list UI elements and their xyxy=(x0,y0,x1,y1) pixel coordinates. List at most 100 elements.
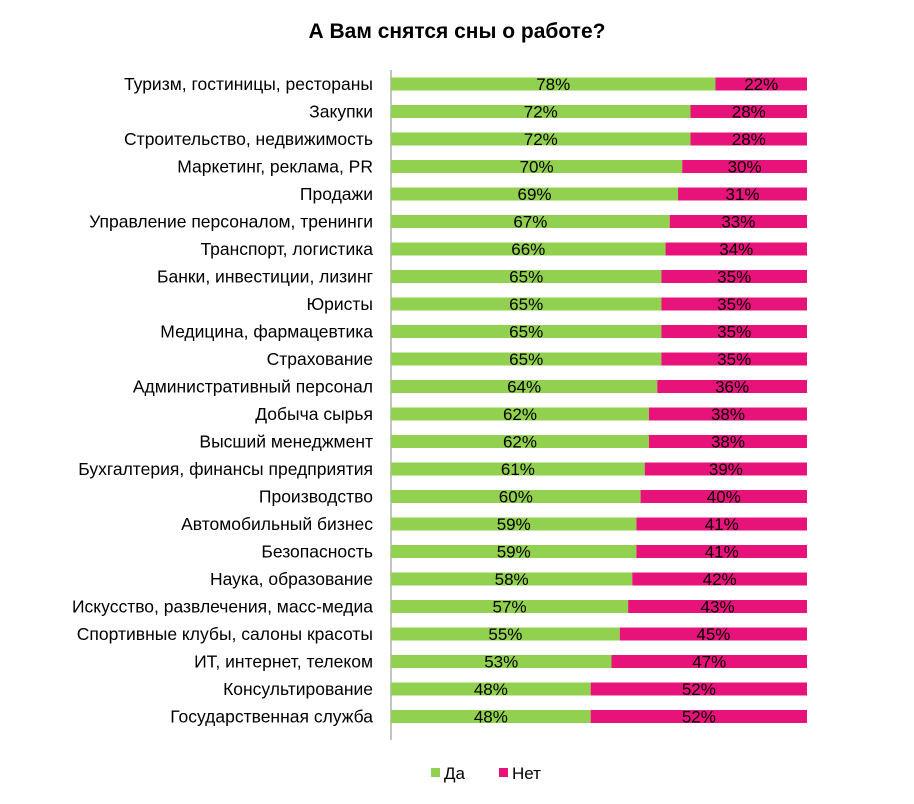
bar-segment-da xyxy=(391,242,666,256)
category-label: Банки, инвестиции, лизинг xyxy=(157,267,373,287)
legend-swatch xyxy=(431,768,440,777)
data-label: 72% xyxy=(524,103,558,122)
bar-segment-net xyxy=(661,297,807,311)
bar-segment-net xyxy=(648,435,807,448)
legend-label: Да xyxy=(444,764,466,783)
data-label: 72% xyxy=(524,130,558,149)
data-label: 28% xyxy=(732,103,766,122)
data-label: 43% xyxy=(701,598,735,617)
data-label: 30% xyxy=(728,158,762,177)
category-label: Бухгалтерия, финансы предприятия xyxy=(78,459,373,479)
category-label: Производство xyxy=(259,487,373,507)
chart-title: А Вам снятся сны о работе? xyxy=(309,20,606,43)
bar-segment-net xyxy=(669,215,807,228)
category-label: Спортивные клубы, салоны красоты xyxy=(77,624,373,644)
bar-segment-da xyxy=(391,682,591,696)
bar-segment-da xyxy=(391,710,591,723)
bar-segment-net xyxy=(665,242,807,256)
data-label: 65% xyxy=(509,350,543,369)
data-label: 22% xyxy=(744,75,778,94)
legend-swatch xyxy=(499,768,508,777)
data-label: 65% xyxy=(509,268,543,287)
category-label: Продажи xyxy=(300,184,373,204)
bar-segment-net xyxy=(690,132,807,146)
data-label: 59% xyxy=(497,543,531,562)
category-label: Административный персонал xyxy=(133,377,373,397)
category-label: Медицина, фармацевтика xyxy=(160,322,373,342)
data-label: 48% xyxy=(474,680,508,699)
data-label: 36% xyxy=(715,378,749,397)
category-label: Туризм, гостиницы, рестораны xyxy=(124,74,373,94)
bar-segment-net xyxy=(644,462,807,476)
data-label: 53% xyxy=(484,653,518,672)
data-label: 40% xyxy=(707,488,741,507)
data-label: 65% xyxy=(509,295,543,314)
category-label: Строительство, недвижимость xyxy=(124,129,373,149)
bar-segment-da xyxy=(391,462,645,476)
data-label: 52% xyxy=(682,680,716,699)
bar-segment-da xyxy=(391,627,620,641)
data-label: 47% xyxy=(692,653,726,672)
bar-segment-net xyxy=(628,600,807,613)
data-label: 64% xyxy=(507,378,541,397)
bar-segment-da xyxy=(391,160,683,173)
data-label: 35% xyxy=(717,268,751,287)
data-label: 45% xyxy=(696,625,730,644)
bar-segment-da xyxy=(391,572,633,586)
bar-segment-da xyxy=(391,545,637,558)
bar-segment-da xyxy=(391,352,662,366)
data-label: 38% xyxy=(711,405,745,424)
bar-segment-da xyxy=(391,655,612,668)
bar-segment-net xyxy=(678,187,807,201)
bar-segment-net xyxy=(690,105,807,118)
data-label: 57% xyxy=(493,598,527,617)
category-label: Транспорт, логистика xyxy=(200,239,373,259)
data-label: 48% xyxy=(474,708,508,727)
bar-segment-da xyxy=(391,132,691,146)
data-label: 35% xyxy=(717,323,751,342)
data-label: 35% xyxy=(717,350,751,369)
legend-label: Нет xyxy=(512,764,541,783)
data-label: 65% xyxy=(509,323,543,342)
bar-segment-net xyxy=(657,380,807,393)
category-label: Закупки xyxy=(309,102,373,122)
data-label: 28% xyxy=(732,130,766,149)
data-label: 60% xyxy=(499,488,533,507)
data-label: 59% xyxy=(497,515,531,534)
bar-segment-net xyxy=(661,270,807,283)
bar-segment-net xyxy=(590,682,807,696)
data-label: 58% xyxy=(495,570,529,589)
category-label: Государственная служба xyxy=(170,707,373,727)
bar-segment-da xyxy=(391,297,662,311)
bar-segment-net xyxy=(632,572,807,586)
bar-segment-net xyxy=(661,325,807,338)
category-label: Наука, образование xyxy=(210,569,373,589)
bars-group: Туризм, гостиницы, рестораны 78% 22% Закупк… xyxy=(72,74,807,727)
bar-segment-net xyxy=(636,545,807,558)
bar-segment-da xyxy=(391,270,662,283)
bar-segment-net xyxy=(611,655,807,668)
bar-segment-net xyxy=(715,77,807,91)
bar-segment-da xyxy=(391,407,649,421)
bar-segment-da xyxy=(391,77,716,91)
data-label: 67% xyxy=(513,213,547,232)
legend: Да Нет xyxy=(431,764,541,783)
data-label: 55% xyxy=(488,625,522,644)
bar-segment-da xyxy=(391,517,637,531)
bar-segment-da xyxy=(391,380,658,393)
data-label: 31% xyxy=(726,185,760,204)
bar-segment-net xyxy=(636,517,807,531)
data-label: 41% xyxy=(705,515,739,534)
data-label: 78% xyxy=(536,75,570,94)
data-label: 41% xyxy=(705,543,739,562)
category-label: Автомобильный бизнес xyxy=(181,514,373,534)
data-label: 66% xyxy=(511,240,545,259)
bar-segment-net xyxy=(648,407,807,421)
category-label: Высший менеджмент xyxy=(199,432,373,452)
data-label: 42% xyxy=(703,570,737,589)
bar-segment-da xyxy=(391,490,641,503)
bar-segment-da xyxy=(391,215,670,228)
data-label: 38% xyxy=(711,433,745,452)
data-label: 69% xyxy=(518,185,552,204)
